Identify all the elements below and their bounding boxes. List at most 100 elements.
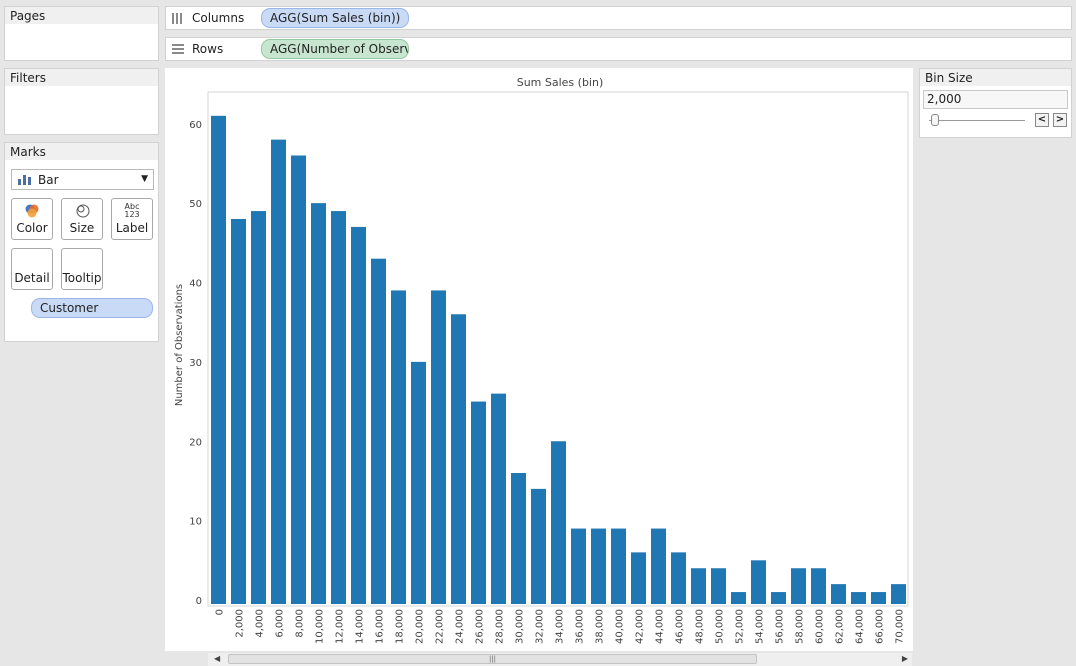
bar[interactable]: [671, 552, 686, 604]
bar[interactable]: [851, 592, 866, 604]
size-icon: [74, 203, 90, 219]
bar[interactable]: [591, 528, 606, 604]
bar[interactable]: [611, 528, 626, 604]
x-tick-label: 24,000: [455, 609, 466, 644]
bar[interactable]: [251, 211, 266, 604]
rows-pill[interactable]: AGG(Number of Observa..: [261, 39, 409, 59]
rows-icon: [172, 43, 184, 54]
bar[interactable]: [231, 219, 246, 604]
bin-size-input[interactable]: 2,000: [923, 90, 1068, 109]
x-tick-label: 50,000: [715, 609, 726, 644]
bin-size-decrement-button[interactable]: <: [1035, 113, 1049, 127]
bar[interactable]: [891, 584, 906, 604]
chart-view[interactable]: Sum Sales (bin) Number of Observations 0…: [165, 68, 913, 651]
x-tick-label: 40,000: [615, 609, 626, 644]
columns-pill[interactable]: AGG(Sum Sales (bin)): [261, 8, 409, 28]
pages-panel[interactable]: Pages: [4, 6, 159, 61]
bar[interactable]: [531, 488, 546, 604]
bar[interactable]: [311, 203, 326, 604]
rows-shelf[interactable]: Rows AGG(Number of Observa..: [165, 37, 1072, 61]
bar[interactable]: [571, 528, 586, 604]
bar[interactable]: [331, 211, 346, 604]
x-tick-label: 34,000: [555, 609, 566, 644]
label-icon-123: 123: [124, 210, 140, 219]
y-tick-label: 10: [189, 517, 202, 528]
bar[interactable]: [691, 568, 706, 604]
label-icon: Abc 123: [124, 203, 139, 219]
color-label: Color: [16, 221, 48, 235]
bar[interactable]: [871, 592, 886, 604]
bar[interactable]: [391, 290, 406, 604]
label-icon-abc: Abc: [124, 202, 140, 211]
bin-size-panel: Bin Size 2,000 < >: [919, 68, 1072, 138]
columns-shelf[interactable]: Columns AGG(Sum Sales (bin)): [165, 6, 1072, 30]
mark-type-dropdown[interactable]: Bar ▼: [11, 169, 154, 190]
x-tick-label: 64,000: [855, 609, 866, 644]
tooltip-button[interactable]: Tooltip: [61, 248, 103, 290]
x-tick-label: 0: [215, 609, 226, 615]
size-button[interactable]: Size: [61, 198, 103, 240]
bar[interactable]: [471, 401, 486, 604]
bar[interactable]: [791, 568, 806, 604]
histogram-chart: Sum Sales (bin) Number of Observations 0…: [174, 76, 909, 644]
pages-title: Pages: [5, 7, 158, 24]
bar[interactable]: [771, 592, 786, 604]
columns-icon: [172, 12, 182, 24]
detail-button[interactable]: Detail: [11, 248, 53, 290]
rows-label-text: Rows: [192, 42, 224, 56]
bin-size-slider-track[interactable]: [929, 120, 1025, 121]
label-label: Label: [115, 221, 149, 235]
scrollbar-thumb[interactable]: |||: [228, 654, 757, 664]
color-button[interactable]: Color: [11, 198, 53, 240]
x-tick-label: 6,000: [275, 609, 286, 638]
bar[interactable]: [291, 155, 306, 605]
customer-detail-pill[interactable]: Customer: [31, 298, 153, 318]
x-tick-label: 44,000: [655, 609, 666, 644]
bar[interactable]: [511, 473, 526, 604]
marks-title: Marks: [5, 143, 158, 160]
y-tick-label: 20: [189, 437, 202, 448]
filters-panel[interactable]: Filters: [4, 68, 159, 135]
x-tick-label: 52,000: [735, 609, 746, 644]
x-tick-label: 42,000: [635, 609, 646, 644]
y-tick-label: 0: [196, 596, 202, 607]
scroll-right-icon[interactable]: ▶: [901, 654, 908, 663]
rows-shelf-label: Rows: [172, 42, 223, 56]
bar[interactable]: [451, 314, 466, 604]
x-tick-label: 66,000: [875, 609, 886, 644]
bar[interactable]: [731, 592, 746, 604]
bar[interactable]: [371, 258, 386, 604]
bar[interactable]: [831, 584, 846, 604]
horizontal-scrollbar[interactable]: ◀ ||| ▶: [208, 653, 912, 666]
bar[interactable]: [751, 560, 766, 604]
bin-size-title: Bin Size: [920, 69, 1071, 86]
scrollbar-grip: |||: [488, 655, 497, 663]
y-axis-label: Number of Observations: [174, 284, 185, 406]
bin-size-increment-button[interactable]: >: [1053, 113, 1067, 127]
bar[interactable]: [651, 528, 666, 604]
x-tick-label: 30,000: [515, 609, 526, 644]
chevron-down-icon[interactable]: ▼: [141, 174, 148, 184]
bar[interactable]: [551, 441, 566, 604]
bar[interactable]: [631, 552, 646, 604]
bar[interactable]: [351, 226, 366, 604]
columns-label-text: Columns: [192, 11, 245, 25]
bar[interactable]: [811, 568, 826, 604]
bar[interactable]: [431, 290, 446, 604]
bar[interactable]: [211, 115, 226, 604]
bar[interactable]: [711, 568, 726, 604]
marks-panel: Marks Bar ▼ Color Size Abc 123 Label Det…: [4, 142, 159, 342]
y-tick-label: 50: [189, 199, 202, 210]
bar[interactable]: [411, 361, 426, 604]
label-button[interactable]: Abc 123 Label: [111, 198, 153, 240]
bar[interactable]: [491, 393, 506, 604]
y-tick-label: 40: [189, 279, 202, 290]
bars-group: [211, 115, 906, 605]
x-tick-label: 46,000: [675, 609, 686, 644]
chart-title: Sum Sales (bin): [517, 76, 604, 89]
y-axis: 0 10 20 30 40 50 60: [189, 120, 202, 607]
scroll-left-icon[interactable]: ◀: [214, 654, 221, 663]
x-tick-label: 70,000: [895, 609, 906, 644]
bar[interactable]: [271, 139, 286, 604]
bin-size-slider-thumb[interactable]: [931, 114, 939, 126]
